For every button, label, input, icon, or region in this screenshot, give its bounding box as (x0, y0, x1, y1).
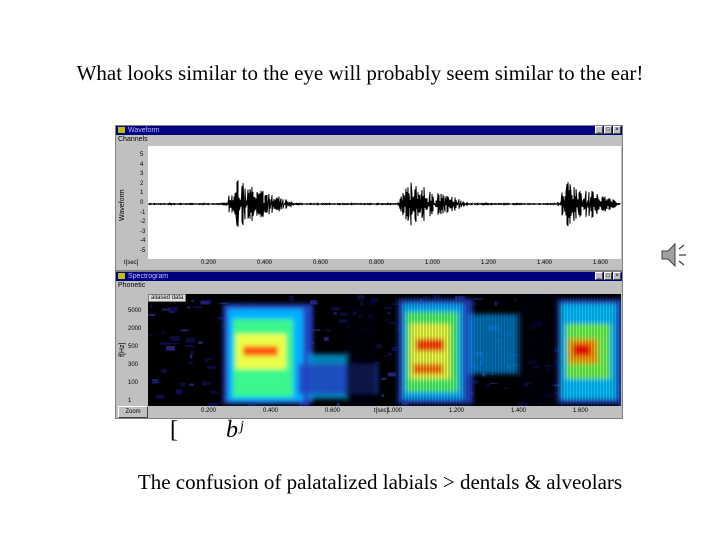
spectrogram-menu[interactable]: Phonetic (118, 282, 146, 289)
spectrogram-x-tick-label: 1.400 (511, 408, 527, 414)
waveform-y-tick-label: -2 (140, 219, 146, 226)
waveform-y-tick-label: 5 (140, 152, 144, 158)
waveform-x-tick-label: 0.800 (369, 260, 385, 266)
close-button[interactable]: × (613, 272, 621, 280)
waveform-y-tick-label: -3 (140, 228, 146, 235)
app-icon (118, 273, 125, 279)
spectrogram-y-tick-label: 500 (128, 344, 139, 350)
spectrogram-axis-label: f[Hz] (119, 342, 126, 357)
waveform-x-tick-label: 0.400 (257, 260, 273, 266)
waveform-plot[interactable] (148, 146, 621, 259)
spectrogram-x-tick-label: 1.200 (449, 408, 465, 414)
spectrogram-plot[interactable] (148, 294, 621, 406)
zoom-button[interactable]: Zoom (118, 406, 148, 418)
maximize-button[interactable]: □ (604, 126, 612, 134)
aliased-data-tab[interactable]: aliased data (148, 294, 187, 302)
waveform-x-tick-label: 1.000 (425, 260, 441, 266)
spectrogram-x-tick-label: 1.000 (387, 408, 403, 414)
spectrogram-y-tick-label: 1 (128, 398, 132, 404)
waveform-x-tick-label: 1.200 (481, 260, 497, 266)
waveform-titlebar[interactable]: Waveform _ □ × (116, 126, 622, 135)
spectrogram-titlebar[interactable]: Spectrogram _ □ × (116, 272, 622, 281)
spectrogram-y-tick-label: 2000 (128, 326, 142, 332)
minimize-button[interactable]: _ (595, 126, 603, 134)
waveform-x-tick-label: 0.600 (313, 260, 329, 266)
spectrogram-y-tick-label: 5000 (128, 308, 142, 314)
close-button[interactable]: × (613, 126, 621, 134)
waveform-window[interactable]: Waveform _ □ × Channels Waveform 5 4 3 2 1 0 -… (115, 125, 623, 271)
app-icon (118, 127, 125, 133)
ipa-bracket: [ (170, 417, 178, 443)
waveform-x-unit: t[sec] (124, 260, 139, 266)
spectrogram-x-tick-label: 0.200 (201, 408, 217, 414)
spectrogram-window-title: Spectrogram (128, 273, 169, 280)
spectrogram-x-unit: t[sec] (374, 408, 389, 414)
waveform-y-tick-label: 3 (140, 171, 144, 178)
minimize-button[interactable]: _ (595, 272, 603, 280)
spectrogram-window[interactable]: Spectrogram _ □ × Phonetic f[Hz] 5000 200… (115, 271, 623, 419)
spectrogram-x-tick-label: 0.400 (263, 408, 279, 414)
waveform-axis-label: Waveform (119, 189, 126, 221)
waveform-y-tick-label: -5 (140, 248, 146, 254)
spectrogram-x-tick-label: 1.600 (573, 408, 589, 414)
waveform-y-tick-label: 4 (140, 161, 144, 168)
spectrogram-x-tick-label: 0.600 (325, 408, 341, 414)
ipa-symbol: bʲ (226, 417, 244, 443)
waveform-y-tick-label: 1 (140, 190, 144, 197)
waveform-y-tick-label: 2 (140, 180, 144, 187)
speaker-icon[interactable] (658, 240, 688, 270)
waveform-x-tick-label: 1.400 (537, 260, 553, 266)
spectrogram-y-tick-label: 100 (128, 380, 139, 386)
waveform-x-tick-label: 1.600 (593, 260, 609, 266)
slide-caption: The confusion of palatalized labials > d… (137, 470, 623, 494)
waveform-menu[interactable]: Channels (118, 136, 148, 143)
maximize-button[interactable]: □ (604, 272, 612, 280)
waveform-x-tick-label: 0.200 (201, 260, 217, 266)
waveform-y-tick-label: -4 (140, 238, 146, 245)
waveform-window-title: Waveform (128, 127, 160, 134)
slide-title: What looks similar to the eye will proba… (76, 61, 644, 85)
waveform-y-tick-label: -1 (140, 209, 146, 216)
spectrogram-y-tick-label: 300 (128, 362, 139, 368)
waveform-y-tick-label: 0 (140, 200, 144, 206)
